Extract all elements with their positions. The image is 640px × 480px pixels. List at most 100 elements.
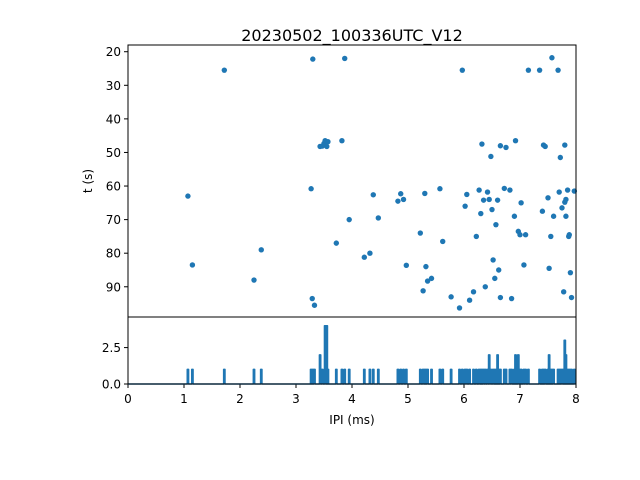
x-tick-label: 4 bbox=[348, 392, 356, 406]
scatter-point bbox=[562, 199, 568, 205]
histogram-plot-frame bbox=[127, 316, 577, 385]
scatter-point bbox=[508, 295, 515, 302]
x-tick-label: 5 bbox=[404, 392, 412, 406]
scatter-point bbox=[512, 138, 519, 144]
scatter-point bbox=[497, 294, 504, 301]
scatter-point bbox=[403, 262, 410, 268]
y-tick-label: 30 bbox=[106, 79, 121, 93]
scatter-point bbox=[346, 216, 352, 223]
y-tick-label: 60 bbox=[106, 180, 121, 194]
scatter-point bbox=[428, 275, 435, 282]
scatter-point bbox=[325, 139, 331, 145]
scatter-point bbox=[480, 197, 487, 203]
scatter-point bbox=[568, 294, 575, 301]
scatter-point bbox=[542, 143, 548, 150]
scatter-point bbox=[567, 269, 574, 276]
scatter-point bbox=[525, 67, 532, 73]
scatter-point bbox=[424, 278, 431, 284]
scatter-point bbox=[333, 240, 340, 246]
scatter-point bbox=[507, 187, 513, 193]
x-tick-label: 6 bbox=[460, 392, 468, 406]
scatter-point bbox=[311, 302, 318, 308]
scatter-point bbox=[342, 55, 348, 62]
scatter-point bbox=[564, 187, 571, 193]
histogram-panel: 0.0 2.5 0 1 2 3 4 5 6 7 8 IPI (ms) bbox=[102, 316, 580, 427]
scatter-point bbox=[484, 189, 491, 195]
scatter-point bbox=[494, 197, 501, 203]
scatter-point bbox=[258, 247, 264, 253]
scatter-point bbox=[556, 189, 562, 195]
scatter-point bbox=[518, 200, 524, 206]
scatter-point bbox=[503, 144, 509, 151]
x-tick-label: 1 bbox=[180, 392, 188, 406]
scatter-point bbox=[489, 206, 495, 213]
scatter-point bbox=[456, 305, 463, 311]
scatter-point bbox=[511, 213, 518, 219]
scatter-point bbox=[448, 294, 454, 300]
y-tick-label: 70 bbox=[106, 213, 121, 227]
scatter-point bbox=[375, 215, 382, 221]
scatter-point bbox=[221, 67, 228, 73]
scatter-point bbox=[557, 154, 564, 161]
scatter-point bbox=[497, 143, 504, 149]
scatter-point bbox=[539, 208, 546, 214]
scatter-point bbox=[189, 262, 196, 268]
scatter-point bbox=[501, 185, 508, 192]
scatter-point bbox=[466, 297, 473, 303]
scatter-point bbox=[536, 67, 543, 73]
scatter-point bbox=[324, 143, 330, 150]
scatter-point bbox=[545, 195, 551, 201]
scatter-points bbox=[185, 55, 578, 311]
scatter-point bbox=[251, 277, 257, 283]
scatter-point bbox=[478, 210, 484, 217]
scatter-point bbox=[562, 142, 568, 148]
scatter-point bbox=[473, 233, 480, 240]
x-tick-label: 2 bbox=[236, 392, 244, 406]
scatter-point bbox=[522, 232, 529, 238]
x-tick-label: 0 bbox=[124, 392, 132, 406]
y-tick-label: 90 bbox=[106, 280, 121, 294]
scatter-point bbox=[310, 56, 316, 62]
scatter-point bbox=[482, 284, 488, 290]
scatter-point bbox=[395, 198, 401, 204]
scatter-point bbox=[185, 193, 191, 199]
scatter-point bbox=[459, 67, 466, 73]
y-tick-label: 20 bbox=[106, 45, 121, 59]
x-tick-label: 3 bbox=[292, 392, 300, 406]
scatter-point bbox=[496, 267, 502, 273]
scatter-point bbox=[550, 213, 557, 219]
scatter-point bbox=[339, 138, 345, 144]
scatter-point bbox=[559, 205, 565, 211]
scatter-point bbox=[486, 196, 492, 203]
scatter-point bbox=[488, 153, 494, 160]
scatter-point bbox=[462, 203, 468, 209]
scatter-point bbox=[422, 190, 428, 197]
scatter-point bbox=[479, 141, 485, 147]
scatter-point bbox=[555, 67, 561, 73]
scatter-point bbox=[370, 192, 376, 198]
scatter-point bbox=[548, 233, 554, 240]
scatter-point bbox=[464, 191, 470, 198]
scatter-point bbox=[361, 254, 368, 260]
scatter-point bbox=[521, 262, 527, 268]
x-tick-label: 8 bbox=[572, 392, 580, 406]
scatter-point bbox=[420, 288, 426, 294]
scatter-point bbox=[308, 186, 314, 192]
scatter-point bbox=[400, 196, 407, 203]
scatter-point bbox=[476, 187, 482, 193]
scatter-point bbox=[563, 213, 569, 219]
scatter-point bbox=[492, 275, 498, 282]
chart-title: 20230502_100336UTC_V12 bbox=[241, 26, 463, 46]
y-tick-label: 40 bbox=[106, 112, 121, 126]
scatter-point bbox=[398, 191, 404, 197]
scatter-point bbox=[566, 232, 572, 238]
x-tick-label: 7 bbox=[516, 392, 524, 406]
y-axis-label: t (s) bbox=[81, 169, 95, 193]
y-axis-ticks: 20 30 40 50 60 70 80 90 bbox=[106, 45, 128, 294]
y-tick-label: 50 bbox=[106, 146, 121, 160]
y-tick-label: 0.0 bbox=[102, 378, 121, 392]
scatter-panel: 20230502_100336UTC_V12 2030405060708090 … bbox=[81, 26, 578, 318]
scatter-point bbox=[546, 265, 552, 272]
